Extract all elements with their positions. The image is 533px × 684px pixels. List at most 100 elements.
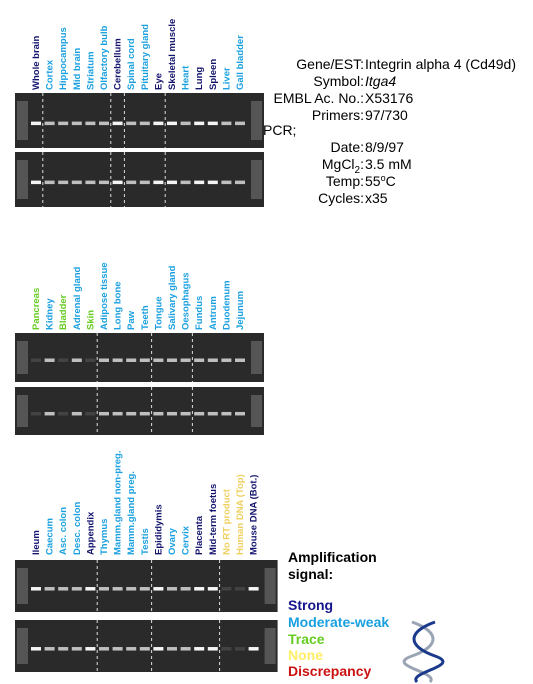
lane-label: Whole brain (31, 35, 42, 90)
label-text: Date: (331, 139, 364, 155)
band (44, 587, 55, 591)
value-text: x35 (365, 190, 388, 206)
band (85, 647, 96, 651)
ladder (17, 101, 28, 140)
info-value: 8/9/97 (365, 139, 404, 155)
info-value: 55oC (365, 173, 396, 189)
gel (15, 93, 264, 148)
band (207, 121, 218, 126)
band (153, 411, 164, 416)
label-text: Temp: (326, 173, 364, 189)
legend-item: Moderate-weak (288, 614, 389, 630)
band (221, 647, 232, 651)
band (180, 180, 191, 185)
band (207, 411, 218, 416)
label-text: Cycles: (318, 190, 364, 206)
label-text: EMBL Ac. No.: (273, 90, 364, 106)
band (180, 121, 191, 126)
lane-label: Adipose tissue (99, 262, 110, 330)
lane-label: Striatum (85, 51, 96, 90)
lane-label: Salivary gland (167, 265, 178, 330)
band (71, 358, 82, 362)
lane-label: Fundus (194, 296, 205, 330)
band (71, 180, 82, 185)
lane-label: Duodenum (221, 280, 232, 330)
lane-label: Desc. colon (72, 501, 83, 555)
info-label: Symbol: (313, 73, 364, 89)
lane-label: Appendix (85, 511, 96, 555)
band (194, 411, 205, 416)
band (221, 121, 232, 126)
band (112, 411, 123, 416)
band (99, 121, 109, 126)
band (31, 121, 41, 126)
band (153, 180, 164, 185)
value-text: 97/730 (365, 107, 408, 123)
band (194, 121, 205, 126)
legend-title: Amplification (288, 549, 377, 565)
band (248, 647, 259, 651)
label-end: : (360, 156, 364, 172)
band (194, 180, 205, 185)
band (85, 121, 96, 126)
ladder (251, 341, 262, 374)
gel (15, 560, 278, 612)
info-label: MgCl2: (322, 156, 364, 176)
lane-label: Lung (194, 67, 205, 90)
lane-label: No RT product (221, 488, 232, 555)
band (31, 180, 41, 185)
band (207, 180, 218, 185)
band (167, 587, 177, 591)
lane-label: Jejunum (235, 291, 246, 330)
legend-item: Strong (288, 597, 333, 613)
band (167, 647, 177, 651)
value-text: Itga4 (365, 73, 396, 89)
lane-label: Tongue (153, 296, 164, 330)
legend-item: Trace (288, 631, 325, 647)
band (235, 587, 245, 591)
lane-label: Pancreas (31, 288, 42, 330)
lane-label: Hippocampus (58, 27, 69, 90)
lane-label: Mouse DNA (Bot.) (249, 475, 260, 555)
band (112, 358, 123, 362)
lane-label: Eye (153, 73, 164, 90)
band (139, 587, 150, 591)
band (153, 121, 164, 126)
lane-label: Mid-term foetus (208, 484, 219, 555)
band (112, 587, 123, 591)
value-text: X53176 (365, 90, 413, 106)
band (44, 411, 55, 416)
band (194, 647, 205, 651)
band (112, 647, 123, 651)
lane-label: Olfactory bulb (99, 25, 110, 90)
band (126, 121, 137, 126)
value-end: C (386, 173, 396, 189)
info-label: EMBL Ac. No.: (273, 90, 364, 106)
band (221, 411, 232, 416)
band (207, 358, 218, 362)
lane-label: Thymus (99, 519, 110, 555)
label-sub: 2 (355, 165, 361, 176)
lane-label: Pituitary gland (140, 24, 151, 90)
lane-label: Cerebellum (113, 38, 124, 90)
lane-label: Cortex (45, 59, 56, 90)
band (235, 180, 245, 185)
band (139, 358, 150, 362)
lane-label: Placenta (194, 515, 205, 555)
lane-label: Mid brain (72, 48, 83, 90)
band (153, 587, 164, 591)
band (180, 587, 191, 591)
band (44, 358, 55, 362)
lane-label: Ovary (167, 527, 178, 555)
lane-label: Skeletal muscle (167, 19, 178, 90)
info-value: Integrin alpha 4 (Cd49d) (365, 56, 516, 72)
band (180, 647, 191, 651)
band (221, 180, 232, 185)
info-label: Gene/EST: (296, 56, 364, 72)
band (167, 180, 177, 185)
band (235, 647, 245, 651)
gel (15, 333, 264, 382)
band (99, 358, 109, 362)
band (31, 411, 41, 416)
band (58, 647, 69, 651)
